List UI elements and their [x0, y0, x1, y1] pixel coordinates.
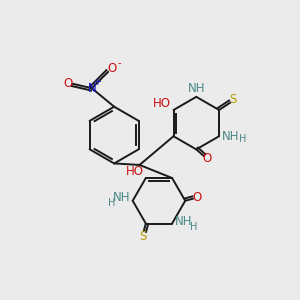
Text: O: O: [202, 152, 212, 166]
Text: H: H: [108, 198, 116, 208]
Text: NH: NH: [222, 130, 240, 143]
Text: H: H: [238, 134, 246, 144]
Text: HO: HO: [125, 165, 143, 178]
Text: O: O: [192, 191, 201, 204]
Text: -: -: [118, 58, 121, 68]
Text: O: O: [63, 77, 73, 90]
Text: S: S: [139, 230, 146, 243]
Text: NH: NH: [188, 82, 205, 95]
Text: HO: HO: [153, 97, 171, 110]
Text: N: N: [87, 82, 96, 95]
Text: NH: NH: [112, 191, 130, 204]
Text: O: O: [107, 62, 116, 75]
Text: S: S: [230, 93, 237, 106]
Text: NH: NH: [175, 214, 192, 228]
Text: H: H: [190, 221, 197, 232]
Text: +: +: [93, 76, 101, 87]
